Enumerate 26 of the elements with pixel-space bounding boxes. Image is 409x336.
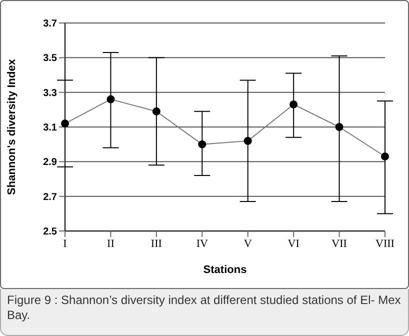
x-tick-label: VII bbox=[332, 238, 348, 250]
y-tick-label: 3.1 bbox=[43, 122, 58, 134]
x-axis-title: Stations bbox=[203, 264, 247, 276]
point bbox=[61, 120, 69, 128]
y-tick-label: 3.3 bbox=[43, 88, 58, 99]
x-tick-label: VIII bbox=[376, 238, 395, 250]
x-tick-label: VI bbox=[288, 238, 300, 250]
point bbox=[152, 107, 160, 116]
x-tick-label: I bbox=[63, 238, 68, 250]
point bbox=[106, 95, 115, 104]
x-tick-label: II bbox=[107, 238, 115, 250]
point bbox=[381, 152, 389, 160]
y-tick-label: 2.5 bbox=[43, 226, 58, 238]
x-tick-label: III bbox=[150, 238, 162, 250]
y-tick-label: 3.5 bbox=[43, 53, 58, 64]
x-tick-label: IV bbox=[196, 238, 208, 250]
point bbox=[290, 100, 298, 108]
y-tick-label: 2.7 bbox=[43, 192, 58, 203]
point bbox=[335, 123, 344, 131]
point bbox=[198, 140, 206, 148]
y-tick-label: 3.7 bbox=[43, 18, 58, 30]
caption: Figure 9 : Shannon’s diversity index at different studied stations of El- Mex Bay. bbox=[7, 293, 402, 323]
x-tick-label: V bbox=[244, 238, 252, 250]
y-axis-title: Shannon's diversity Index bbox=[6, 58, 18, 195]
y-tick-label: 2.9 bbox=[43, 157, 58, 168]
point bbox=[244, 136, 252, 145]
